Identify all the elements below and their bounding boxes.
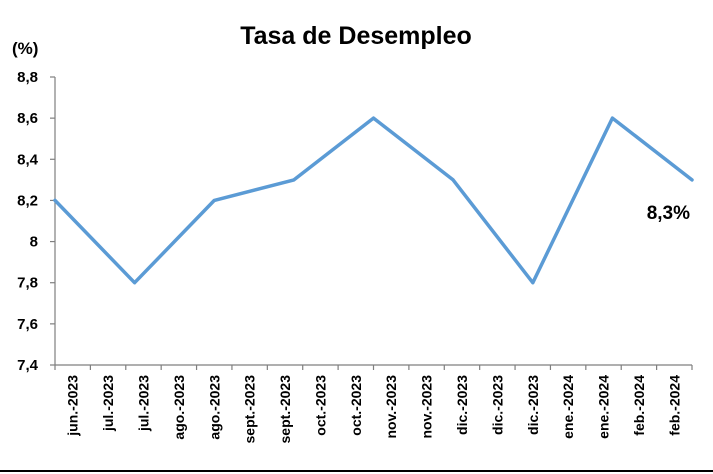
y-tick-label: 8,2 [17, 192, 38, 209]
x-tick-label: nov.-2023 [383, 375, 399, 439]
y-tick-label: 7,8 [17, 275, 38, 292]
x-tick-label: ago.-2023 [206, 375, 222, 440]
x-tick-label: feb.-2024 [631, 375, 647, 436]
x-tick-label: jul.-2023 [100, 375, 116, 432]
series-line [53, 116, 694, 285]
y-tick-label: 8 [30, 234, 38, 251]
y-unit-label: (%) [12, 39, 38, 58]
x-tick-label: nov.-2023 [419, 375, 435, 439]
y-tick-label: 8,4 [17, 151, 39, 168]
x-tick-label: dic.-2023 [525, 375, 541, 435]
x-tick-label: sept.-2023 [242, 375, 258, 444]
x-tick-label: jul.-2023 [135, 375, 151, 432]
series-group [53, 116, 694, 285]
x-tick-label: feb.-2024 [666, 375, 682, 436]
last-value-annotation: 8,3% [647, 203, 690, 224]
y-tick-label: 7,4 [17, 357, 39, 374]
x-tick-label: oct.-2023 [348, 375, 364, 436]
x-tick-label: jun.-2023 [65, 375, 81, 437]
x-tick-label: sept.-2023 [277, 375, 293, 444]
y-tick-label: 8,6 [17, 110, 38, 127]
x-tick-label: dic.-2023 [454, 375, 470, 435]
chart-title: Tasa de Desempleo [240, 22, 472, 50]
y-tick-label: 8,8 [17, 69, 38, 86]
x-tick-label: oct.-2023 [312, 375, 328, 436]
x-tick-label: ago.-2023 [171, 375, 187, 440]
bottom-rule [0, 470, 713, 472]
x-tick-label: ene.-2024 [596, 375, 612, 439]
x-tick-label: ene.-2024 [560, 375, 576, 439]
x-axis: jun.-2023 jul.-2023 jul.-2023 ago.-2023 ago.… [54, 364, 693, 444]
y-tick-label: 7,6 [17, 316, 38, 333]
y-axis: 7,4 7,6 7,8 8 8,2 8,4 8,6 8,8 [17, 69, 56, 374]
x-tick-label: dic.-2023 [489, 375, 505, 435]
